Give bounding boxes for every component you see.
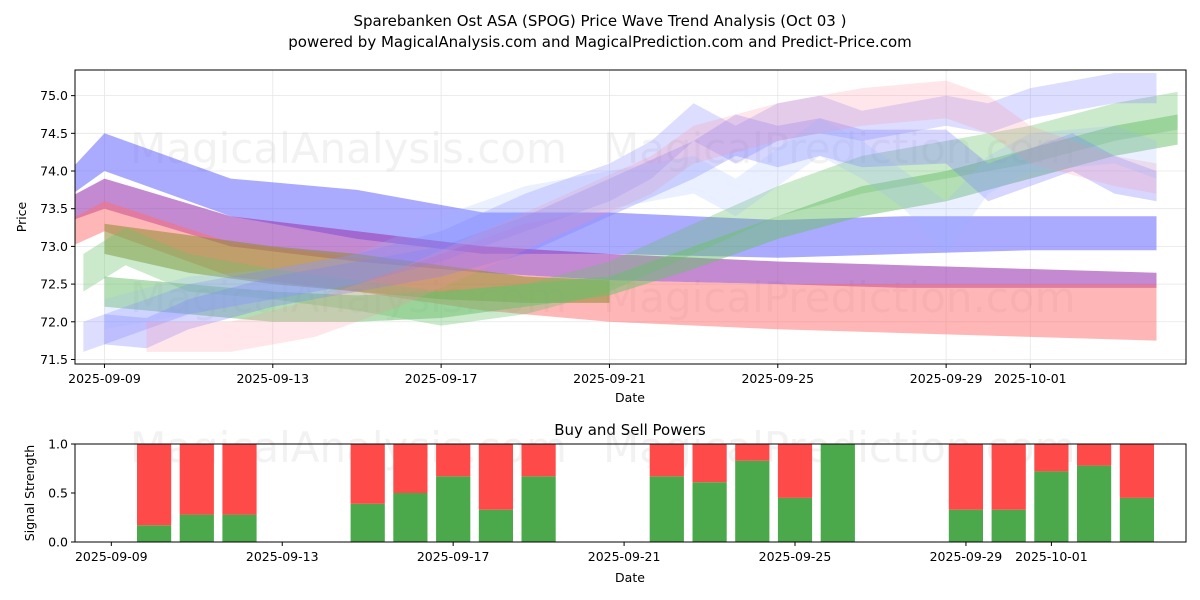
buy-bar <box>777 497 813 542</box>
bottom-y-ticks: 0.0 0.5 1.0 <box>48 437 75 550</box>
buy-bar <box>820 444 855 542</box>
sell-bar <box>222 444 257 515</box>
buy-bar <box>222 514 257 542</box>
sell-bar <box>735 444 770 461</box>
buy-bar <box>393 493 428 542</box>
sell-bar <box>649 444 684 477</box>
price-band-1 <box>75 133 1157 258</box>
bottom-x-ticks: 2025-09-09 2025-09-13 2025-09-17 2025-09-21… <box>75 542 1088 564</box>
sell-bar <box>692 444 727 483</box>
price-wave-panel: MagicalAnalysis.com MagicalPrediction.co… <box>14 69 1187 405</box>
signal-bars <box>137 444 1154 542</box>
x-tick-label: 2025-09-13 <box>236 371 309 386</box>
price-band-10 <box>104 118 1157 330</box>
price-band-5 <box>104 114 1178 322</box>
x-tick-label: 2025-09-17 <box>417 549 490 564</box>
sell-bar <box>777 444 813 498</box>
x-tick-label: 2025-09-09 <box>68 371 141 386</box>
sell-bar <box>991 444 1026 510</box>
y-tick-label: 75.0 <box>40 88 68 103</box>
sell-bar <box>1034 444 1069 472</box>
price-band-6 <box>83 91 1178 326</box>
x-tick-label: 2025-09-17 <box>405 371 478 386</box>
sell-bar <box>521 444 556 477</box>
y-tick-label: 73.0 <box>40 239 68 254</box>
buy-bar <box>1077 465 1112 542</box>
buy-bar <box>735 460 770 542</box>
x-tick-label: 2025-09-25 <box>741 371 814 386</box>
x-tick-label: 2025-09-29 <box>930 549 1003 564</box>
buy-bar <box>179 514 214 542</box>
sell-bar <box>948 444 983 510</box>
price-band-9 <box>146 80 1157 352</box>
sell-bar <box>1077 444 1112 466</box>
buy-bar <box>137 525 172 542</box>
y-tick-label: 0.0 <box>48 535 68 550</box>
buy-bar <box>948 509 983 542</box>
y-tick-label: 71.5 <box>40 352 68 367</box>
buy-bar <box>991 509 1026 542</box>
buy-sell-panel: Buy and Sell Powers MagicalAnalysis.com … <box>22 421 1187 585</box>
buy-bar <box>521 476 556 542</box>
y-tick-label: 0.5 <box>48 486 68 501</box>
buy-bar <box>649 476 684 542</box>
x-tick-label: 2025-10-01 <box>1015 549 1088 564</box>
x-tick-label: 2025-09-21 <box>573 371 646 386</box>
buy-bar <box>478 509 513 542</box>
chart-subtitle: powered by MagicalAnalysis.com and Magic… <box>288 33 912 51</box>
top-axes-frame <box>74 69 1187 365</box>
y-tick-label: 1.0 <box>48 437 68 452</box>
x-tick-label: 2025-09-21 <box>588 549 661 564</box>
y-tick-label: 73.5 <box>40 201 68 216</box>
buy-bar <box>692 482 727 542</box>
sell-bar <box>137 444 172 526</box>
buy-bar <box>436 476 471 542</box>
y-tick-label: 72.5 <box>40 277 68 292</box>
sell-bar <box>350 444 385 504</box>
bottom-watermarks: MagicalAnalysis.com MagicalPrediction.co… <box>130 423 1076 472</box>
top-y-axis-label: Price <box>14 201 29 232</box>
x-tick-label: 2025-09-09 <box>75 549 148 564</box>
sell-bar <box>1119 444 1154 498</box>
top-x-ticks: 2025-09-09 2025-09-13 2025-09-17 2025-09-21… <box>68 364 1067 386</box>
sell-bar <box>393 444 428 493</box>
y-tick-label: 74.5 <box>40 126 68 141</box>
y-tick-label: 74.0 <box>40 164 68 179</box>
bottom-x-axis-label: Date <box>615 570 645 585</box>
buy-bar <box>1034 471 1069 542</box>
sell-bar <box>179 444 214 515</box>
price-band-8 <box>83 73 1157 352</box>
price-bands <box>75 73 1178 352</box>
price-band-4 <box>104 223 610 303</box>
price-band-3 <box>75 201 1157 341</box>
price-band-2 <box>75 178 1157 288</box>
buy-bar <box>350 503 385 542</box>
sell-bar <box>478 444 513 510</box>
buy-bar <box>1119 497 1154 542</box>
top-y-ticks: 71.5 72.0 72.5 73.0 73.5 74.0 74.5 75.0 <box>40 88 75 367</box>
bottom-chart-title: Buy and Sell Powers <box>554 421 706 439</box>
sell-bar <box>436 444 471 477</box>
bottom-y-axis-label: Signal Strength <box>22 445 37 541</box>
x-tick-label: 2025-09-25 <box>759 549 832 564</box>
x-tick-label: 2025-09-29 <box>910 371 983 386</box>
top-x-axis-label: Date <box>615 390 645 405</box>
chart-title: Sparebanken Ost ASA (SPOG) Price Wave Tr… <box>354 12 847 30</box>
x-tick-label: 2025-09-13 <box>246 549 319 564</box>
x-tick-label: 2025-10-01 <box>994 371 1067 386</box>
watermark-text: MagicalAnalysis.com <box>130 124 567 173</box>
y-tick-label: 72.0 <box>40 314 68 329</box>
